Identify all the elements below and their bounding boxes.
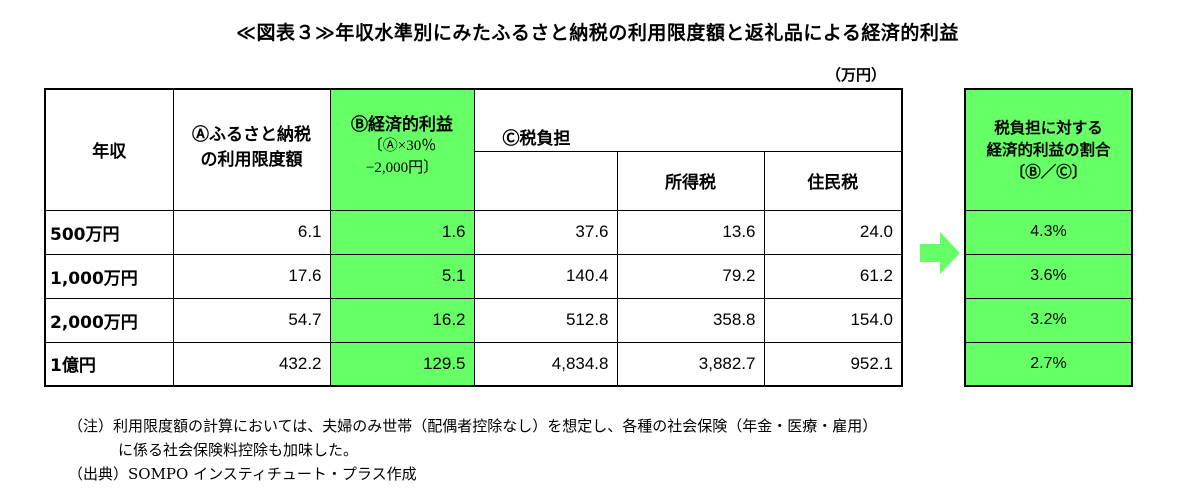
- row-income-tax: 3,882.7: [616, 341, 765, 387]
- row-income-tax: 79.2: [616, 253, 765, 299]
- ratio-table: 税負担に対する 経済的利益の割合 〔Ⓑ／Ⓒ〕 4.3% 3.6% 3.2% 2.…: [964, 88, 1133, 387]
- header-resident-tax: 住民税: [763, 150, 903, 211]
- header-limit-line1: Ⓐふるさと納税: [192, 125, 311, 145]
- row-resident-tax: 24.0: [763, 209, 903, 255]
- row-income: 500万円: [44, 209, 174, 255]
- header-tax: Ⓒ税負担: [473, 88, 903, 152]
- row-benefit: 5.1: [329, 253, 475, 299]
- footnotes: （注）利用限度額の計算においては、夫婦のみ世帯（配偶者控除なし）を想定し、各種の…: [68, 414, 877, 486]
- row-income: 1億円: [44, 341, 174, 387]
- figure-title: ≪図表３≫年収水準別にみたふるさと納税の利用限度額と返礼品による経済的利益: [236, 22, 959, 44]
- row-resident-tax: 154.0: [763, 297, 903, 343]
- right-arrow-icon: [920, 232, 960, 274]
- header-income: 年収: [44, 88, 174, 211]
- row-limit: 6.1: [172, 209, 331, 255]
- table-row: 2,000万円 54.7 16.2 512.8 358.8 154.0: [44, 297, 903, 343]
- row-income: 1,000万円: [44, 253, 174, 299]
- ratio-header-line1: 税負担に対する: [994, 118, 1103, 137]
- ratio-value: 3.2%: [964, 297, 1133, 343]
- row-income-tax: 13.6: [616, 209, 765, 255]
- row-income: 2,000万円: [44, 297, 174, 343]
- table-row: 1,000万円 17.6 5.1 140.4 79.2 61.2: [44, 253, 903, 299]
- row-limit: 432.2: [172, 341, 331, 387]
- income-table: 年収 Ⓐふるさと納税 の利用限度額 Ⓑ経済的利益 〔Ⓐ×30％ −2,000円〕…: [44, 88, 903, 387]
- ratio-header: 税負担に対する 経済的利益の割合 〔Ⓑ／Ⓒ〕: [964, 88, 1133, 211]
- unit-label: （万円）: [826, 66, 887, 84]
- note-line2: に係る社会保険料控除も加味した。: [118, 441, 359, 459]
- table-row: 1億円 432.2 129.5 4,834.8 3,882.7 952.1: [44, 341, 903, 387]
- header-benefit-title: Ⓑ経済的利益: [351, 115, 453, 135]
- header-benefit-sub2: −2,000円〕: [365, 160, 439, 176]
- row-tax: 140.4: [473, 253, 618, 299]
- header-tax-blank: [473, 151, 618, 211]
- row-tax: 4,834.8: [473, 341, 618, 387]
- row-resident-tax: 952.1: [763, 341, 903, 387]
- ratio-value: 4.3%: [964, 209, 1133, 255]
- table-row: 500万円 6.1 1.6 37.6 13.6 24.0: [44, 209, 903, 255]
- ratio-value: 2.7%: [964, 341, 1133, 387]
- row-resident-tax: 61.2: [763, 253, 903, 299]
- header-income-tax: 所得税: [616, 150, 765, 211]
- row-tax: 37.6: [473, 209, 618, 255]
- row-tax: 512.8: [473, 297, 618, 343]
- ratio-value: 3.6%: [964, 253, 1133, 299]
- header-benefit: Ⓑ経済的利益 〔Ⓐ×30％ −2,000円〕: [329, 88, 475, 211]
- header-limit: Ⓐふるさと納税 の利用限度額: [172, 88, 331, 211]
- note-line1: （注）利用限度額の計算においては、夫婦のみ世帯（配偶者控除なし）を想定し、各種の…: [68, 417, 878, 435]
- source-note: （出典）SOMPO インスティチュート・プラス作成: [68, 465, 417, 483]
- header-limit-line2: の利用限度額: [200, 150, 303, 170]
- ratio-header-line3: 〔Ⓑ／Ⓒ〕: [1009, 162, 1088, 181]
- row-benefit: 1.6: [329, 209, 475, 255]
- header-benefit-sub1: 〔Ⓐ×30％: [367, 138, 437, 154]
- row-income-tax: 358.8: [616, 297, 765, 343]
- row-limit: 54.7: [172, 297, 331, 343]
- row-benefit: 16.2: [329, 297, 475, 343]
- ratio-header-line2: 経済的利益の割合: [986, 140, 1111, 159]
- row-benefit: 129.5: [329, 341, 475, 387]
- row-limit: 17.6: [172, 253, 331, 299]
